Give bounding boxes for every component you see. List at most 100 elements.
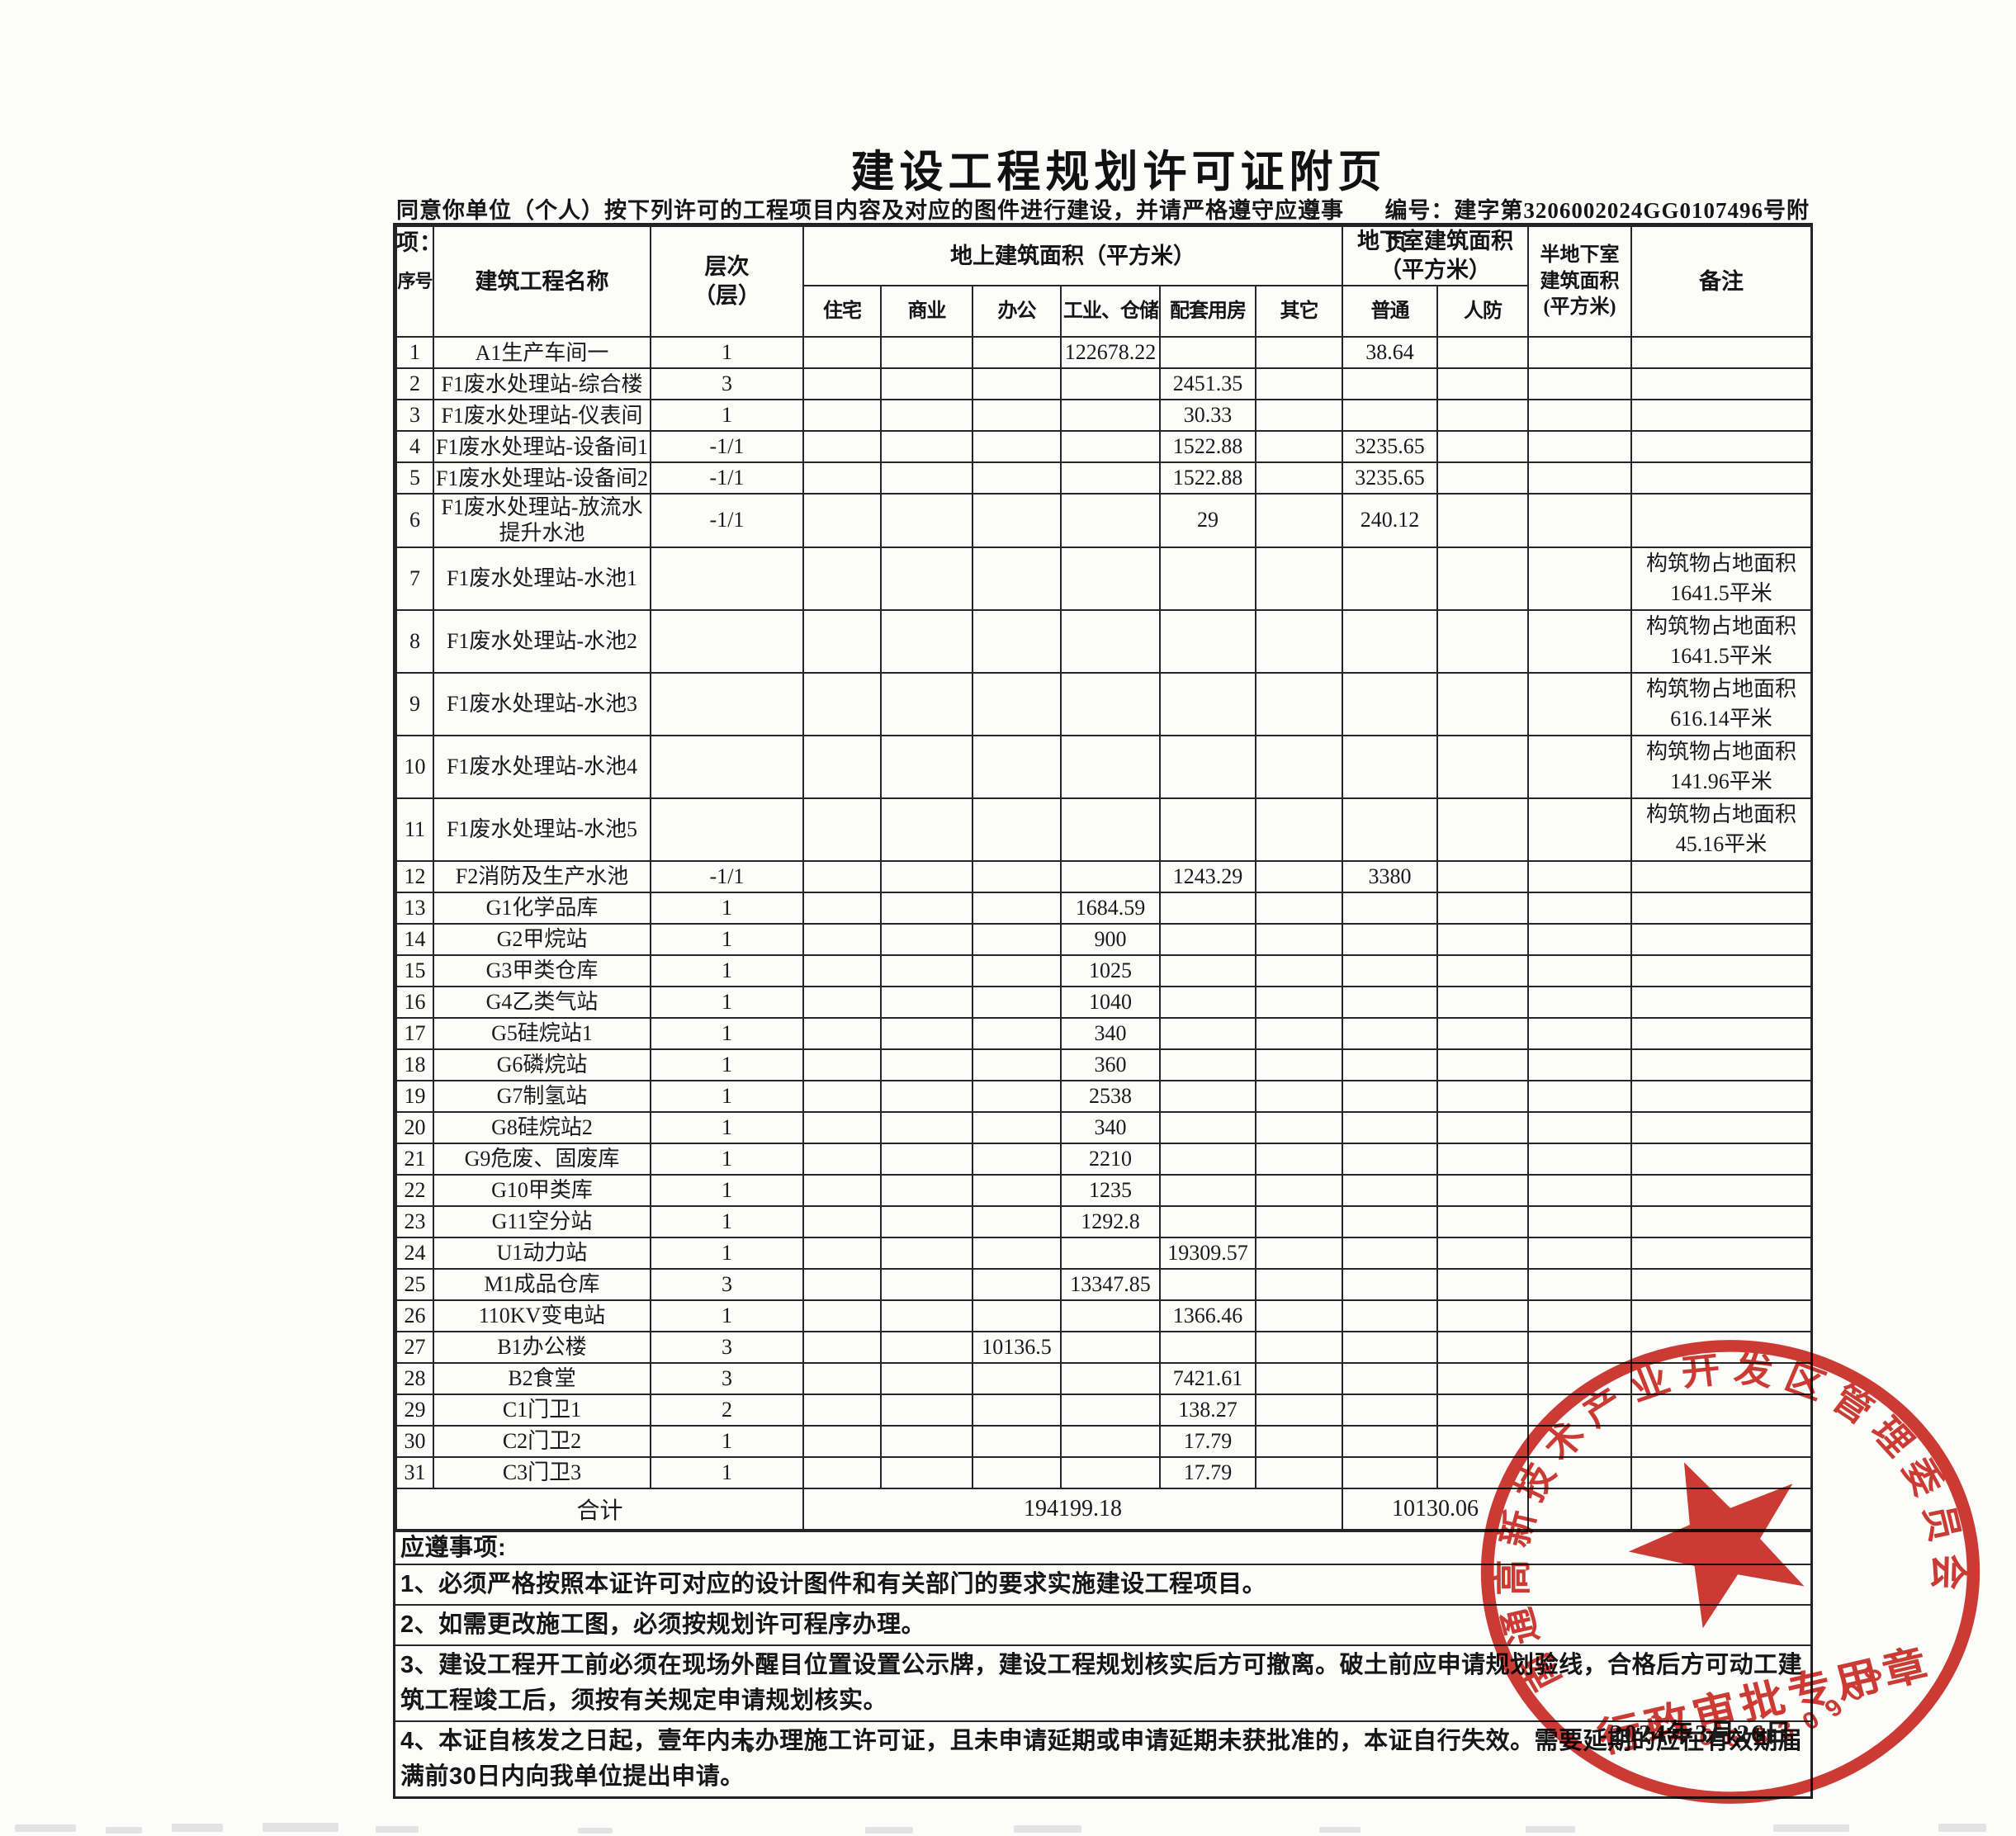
cell-commercial [880,1455,973,1489]
cell-commercial [880,1236,973,1270]
cell-seq: 12 [395,859,434,893]
cell-commercial [880,430,973,464]
scan-noise [263,1823,338,1832]
cell-other [1255,922,1343,956]
table-row: 26 110KV变电站 1 1366.46 [395,1299,1812,1332]
header-basement-group: 地下室建筑面积 （平方米） [1342,225,1529,287]
cell-name: C3门卫3 [433,1455,651,1489]
cell-remark [1630,1048,1812,1081]
cell-residential [802,1048,882,1081]
header-other: 其它 [1255,285,1343,338]
cell-name: F1废水处理站-设备间2 [433,461,651,495]
cell-floors: 3 [650,1330,804,1364]
cell-name: G6磷烷站 [433,1048,651,1081]
cell-commercial [880,1267,973,1301]
cell-ancillary [1159,1267,1256,1301]
table-row: 9 F1废水处理站-水池3 构筑物占地面积616.14平米 [395,671,1812,736]
table-row: 3 F1废水处理站-仪表间 1 30.33 [395,399,1812,433]
cell-semi-basement [1527,1142,1632,1176]
cell-name: C2门卫2 [433,1424,651,1458]
cell-residential [802,1361,882,1395]
header-ancillary: 配套用房 [1159,285,1256,338]
cell-seq: 30 [395,1424,434,1458]
cell-semi-basement [1527,985,1632,1019]
cell-commercial [880,1079,973,1113]
cell-basement-common: 240.12 [1342,493,1438,548]
table-row: 22 G10甲类库 1 1235 [395,1173,1812,1207]
cell-other [1255,1079,1343,1113]
cell-name: F1废水处理站-仪表间 [433,399,651,433]
cell-remark: 构筑物占地面积616.14平米 [1630,671,1812,736]
cell-commercial [880,1204,973,1238]
note-item-4: 4、本证自核发之日起，壹年内未办理施工许可证，且未申请延期或申请延期未获批准的，… [395,1720,1810,1796]
table-row: 11 F1废水处理站-水池5 构筑物占地面积45.16平米 [395,797,1812,862]
cell-floors: 2 [650,1393,804,1427]
table-row: 24 U1动力站 1 19309.57 [395,1236,1812,1270]
cell-other [1255,1424,1343,1458]
cell-seq: 3 [395,399,434,433]
cell-remark [1630,1299,1812,1332]
cell-commercial [880,546,973,611]
scan-noise [1773,1824,1849,1832]
cell-remark: 构筑物占地面积1641.5平米 [1630,546,1812,611]
cell-remark [1630,493,1812,548]
cell-floors: 3 [650,1361,804,1395]
cell-residential [802,430,882,464]
table-row: 20 G8硅烷站2 1 340 [395,1110,1812,1144]
cell-other [1255,430,1343,464]
cell-name: G7制氢站 [433,1079,651,1113]
cell-floors: 1 [650,1142,804,1176]
cell-commercial [880,953,973,987]
cell-remark [1630,922,1812,956]
cell-office [972,953,1062,987]
cell-name: G10甲类库 [433,1173,651,1207]
cell-industrial-storage [1060,1455,1161,1489]
cell-seq: 11 [395,797,434,862]
cell-commercial [880,891,973,925]
cell-remark [1630,1424,1812,1458]
cell-name: 110KV变电站 [433,1299,651,1332]
cell-basement-common [1342,797,1438,862]
cell-ancillary: 17.79 [1159,1455,1256,1489]
cell-semi-basement [1527,1079,1632,1113]
scan-noise [1526,1826,1575,1833]
cell-commercial [880,608,973,674]
cell-basement-civil-defense [1436,1330,1529,1364]
cell-basement-civil-defense [1436,1142,1529,1176]
cell-other [1255,1330,1343,1364]
table-row: 8 F1废水处理站-水池2 构筑物占地面积1641.5平米 [395,608,1812,674]
cell-other [1255,859,1343,893]
cell-basement-civil-defense [1436,734,1529,799]
cell-residential [802,1173,882,1207]
cell-residential [802,399,882,433]
cell-remark [1630,1142,1812,1176]
cell-basement-common [1342,671,1438,736]
cell-basement-common [1342,1393,1438,1427]
cell-semi-basement [1527,953,1632,987]
cell-basement-civil-defense [1436,922,1529,956]
table-row: 12 F2消防及生产水池 -1/1 1243.29 3380 [395,859,1812,893]
page-title: 建设工程规划许可证附页 [850,148,1387,196]
cell-remark [1630,859,1812,893]
cell-residential [802,734,882,799]
cell-semi-basement [1527,1455,1632,1489]
cell-office [972,461,1062,495]
total-above-ground: 194199.18 [802,1487,1343,1531]
cell-ancillary [1159,1110,1256,1144]
cell-semi-basement [1527,399,1632,433]
cell-ancillary: 7421.61 [1159,1361,1256,1395]
cell-name: G8硅烷站2 [433,1110,651,1144]
cell-commercial [880,1173,973,1207]
cell-name: F1废水处理站-水池5 [433,797,651,862]
cell-industrial-storage: 1684.59 [1060,891,1161,925]
cell-ancillary: 1522.88 [1159,461,1256,495]
cell-basement-common [1342,1424,1438,1458]
cell-basement-common [1342,1204,1438,1238]
cell-office [972,546,1062,611]
cell-commercial [880,1110,973,1144]
cell-office [972,1079,1062,1113]
cell-commercial [880,1142,973,1176]
cell-name: G5硅烷站1 [433,1016,651,1050]
cell-ancillary [1159,953,1256,987]
